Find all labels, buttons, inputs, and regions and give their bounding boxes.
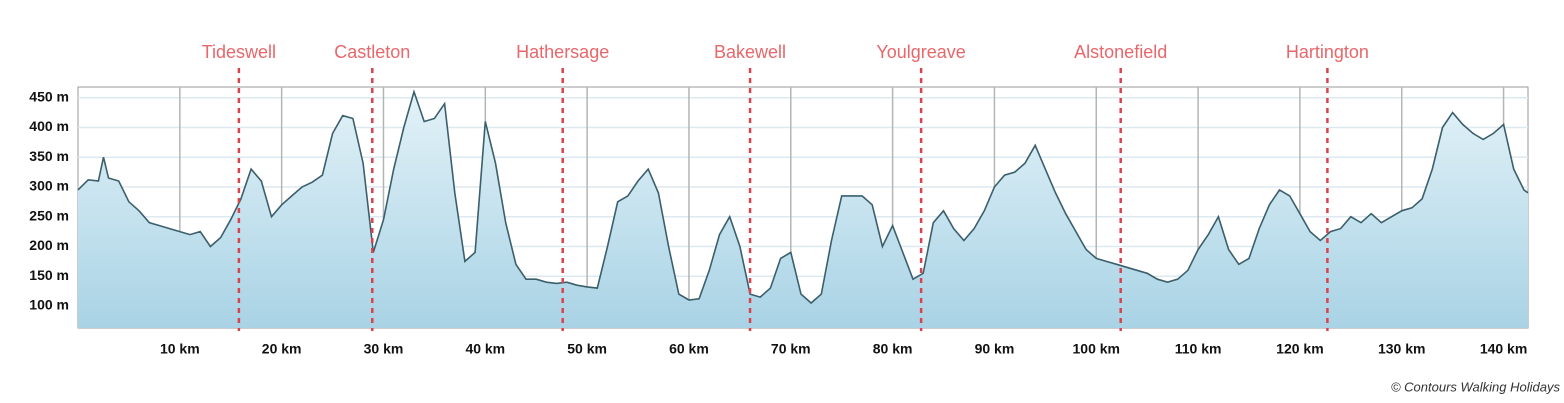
x-tick-label: 10 km bbox=[160, 341, 200, 357]
y-tick-label: 400 m bbox=[29, 118, 69, 134]
x-tick-label: 60 km bbox=[669, 341, 709, 357]
x-tick-label: 90 km bbox=[975, 341, 1015, 357]
y-tick-label: 200 m bbox=[29, 237, 69, 253]
x-tick-label: 110 km bbox=[1175, 341, 1222, 357]
town-label: Youlgreave bbox=[876, 42, 965, 62]
y-tick-label: 250 m bbox=[29, 207, 69, 223]
town-label: Hathersage bbox=[516, 42, 609, 62]
town-label: Alstonefield bbox=[1074, 42, 1167, 62]
x-tick-label: 80 km bbox=[873, 341, 913, 357]
x-tick-label: 20 km bbox=[262, 341, 302, 357]
town-label: Hartington bbox=[1286, 42, 1369, 62]
x-tick-label: 30 km bbox=[364, 341, 404, 357]
town-label: Castleton bbox=[334, 42, 410, 62]
x-tick-label: 50 km bbox=[567, 341, 607, 357]
x-tick-label: 40 km bbox=[465, 341, 505, 357]
area bbox=[78, 91, 1528, 328]
x-tick-label: 100 km bbox=[1073, 341, 1120, 357]
town-label: Bakewell bbox=[714, 42, 786, 62]
y-tick-label: 450 m bbox=[29, 88, 69, 104]
x-tick-label: 130 km bbox=[1378, 341, 1425, 357]
y-tick-label: 350 m bbox=[29, 148, 69, 164]
y-tick-label: 100 m bbox=[29, 297, 69, 313]
town-label: Tideswell bbox=[202, 42, 276, 62]
x-tick-label: 70 km bbox=[771, 341, 811, 357]
line bbox=[77, 89, 1529, 305]
x-tick-label: 140 km bbox=[1480, 341, 1527, 357]
x-tick-label: 120 km bbox=[1276, 341, 1323, 357]
y-tick-label: 300 m bbox=[29, 178, 69, 194]
y-tick-label: 150 m bbox=[29, 267, 69, 283]
credit: © Contours Walking Holidays bbox=[1391, 379, 1561, 394]
